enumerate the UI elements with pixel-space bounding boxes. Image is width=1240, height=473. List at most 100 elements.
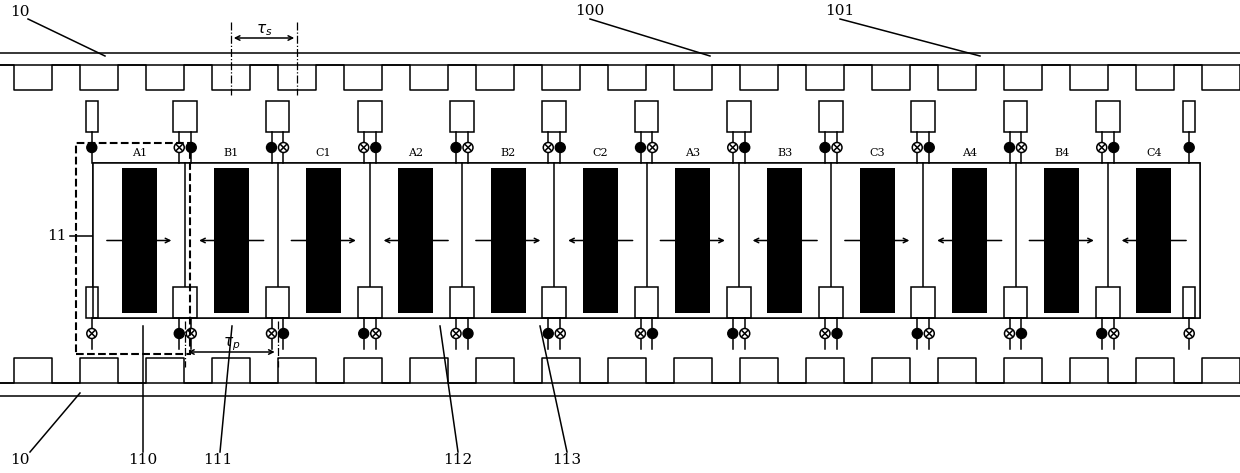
Circle shape xyxy=(1096,142,1107,152)
Circle shape xyxy=(832,329,842,339)
Bar xyxy=(1016,163,1107,318)
Circle shape xyxy=(186,142,196,152)
Text: 113: 113 xyxy=(553,453,582,467)
Circle shape xyxy=(175,142,185,152)
Bar xyxy=(1003,287,1028,318)
Bar xyxy=(93,163,1200,318)
Text: B4: B4 xyxy=(1054,148,1069,158)
Text: A2: A2 xyxy=(408,148,423,158)
Bar xyxy=(265,287,289,318)
Circle shape xyxy=(1184,329,1194,339)
Bar xyxy=(542,101,567,132)
Circle shape xyxy=(1017,142,1027,152)
Bar xyxy=(1003,101,1028,132)
Circle shape xyxy=(463,329,472,339)
Bar xyxy=(93,163,1200,318)
Bar xyxy=(739,163,831,318)
Bar xyxy=(86,287,98,318)
Circle shape xyxy=(1096,329,1107,339)
Bar xyxy=(1183,287,1195,318)
Circle shape xyxy=(1004,142,1014,152)
Bar xyxy=(213,167,249,313)
Text: A1: A1 xyxy=(131,148,146,158)
Bar xyxy=(450,101,474,132)
Text: A3: A3 xyxy=(684,148,701,158)
Text: A4: A4 xyxy=(962,148,977,158)
Circle shape xyxy=(279,329,289,339)
Text: C4: C4 xyxy=(1146,148,1162,158)
Circle shape xyxy=(740,142,750,152)
Text: B2: B2 xyxy=(501,148,516,158)
Bar xyxy=(358,287,382,318)
Circle shape xyxy=(913,142,923,152)
Bar xyxy=(554,163,646,318)
Circle shape xyxy=(924,329,934,339)
Bar xyxy=(450,287,474,318)
Bar xyxy=(463,163,554,318)
Bar xyxy=(1096,287,1120,318)
Circle shape xyxy=(87,329,97,339)
Bar xyxy=(831,163,924,318)
Bar xyxy=(818,287,843,318)
Circle shape xyxy=(279,142,289,152)
Bar xyxy=(1136,167,1172,313)
Circle shape xyxy=(1109,142,1118,152)
Circle shape xyxy=(1004,329,1014,339)
Circle shape xyxy=(358,142,368,152)
Circle shape xyxy=(543,142,553,152)
Bar xyxy=(93,163,185,318)
Bar xyxy=(1107,163,1200,318)
Text: B3: B3 xyxy=(777,148,792,158)
Bar xyxy=(491,167,526,313)
Circle shape xyxy=(647,142,657,152)
Bar xyxy=(358,101,382,132)
Bar xyxy=(398,167,434,313)
Bar xyxy=(911,287,935,318)
Text: 10: 10 xyxy=(10,5,30,19)
Circle shape xyxy=(728,329,738,339)
Circle shape xyxy=(371,142,381,152)
Text: C1: C1 xyxy=(316,148,331,158)
Circle shape xyxy=(647,329,657,339)
Bar xyxy=(1183,101,1195,132)
Circle shape xyxy=(728,142,738,152)
Bar xyxy=(646,163,739,318)
Circle shape xyxy=(451,329,461,339)
Bar xyxy=(727,287,750,318)
Text: C2: C2 xyxy=(593,148,608,158)
Bar xyxy=(675,167,711,313)
Circle shape xyxy=(820,329,830,339)
Bar xyxy=(174,287,197,318)
Circle shape xyxy=(543,329,553,339)
Bar xyxy=(635,287,658,318)
Text: 11: 11 xyxy=(47,229,67,243)
Bar xyxy=(768,167,802,313)
Circle shape xyxy=(1184,142,1194,152)
Circle shape xyxy=(358,329,368,339)
Circle shape xyxy=(913,329,923,339)
Bar xyxy=(635,101,658,132)
Circle shape xyxy=(186,329,196,339)
Circle shape xyxy=(556,329,565,339)
Circle shape xyxy=(740,329,750,339)
Text: 110: 110 xyxy=(129,453,157,467)
Bar xyxy=(727,101,750,132)
Text: $\tau_s$: $\tau_s$ xyxy=(255,22,273,38)
Text: 111: 111 xyxy=(203,453,233,467)
Bar xyxy=(859,167,894,313)
Circle shape xyxy=(87,142,97,152)
Circle shape xyxy=(636,329,646,339)
Circle shape xyxy=(1017,329,1027,339)
Circle shape xyxy=(820,142,830,152)
Circle shape xyxy=(924,142,934,152)
Circle shape xyxy=(267,329,277,339)
Bar xyxy=(265,101,289,132)
Bar xyxy=(911,101,935,132)
Circle shape xyxy=(556,142,565,152)
Bar xyxy=(583,167,618,313)
Bar xyxy=(952,167,987,313)
Circle shape xyxy=(832,142,842,152)
Circle shape xyxy=(463,142,472,152)
Text: 100: 100 xyxy=(575,4,605,18)
Bar xyxy=(1096,101,1120,132)
